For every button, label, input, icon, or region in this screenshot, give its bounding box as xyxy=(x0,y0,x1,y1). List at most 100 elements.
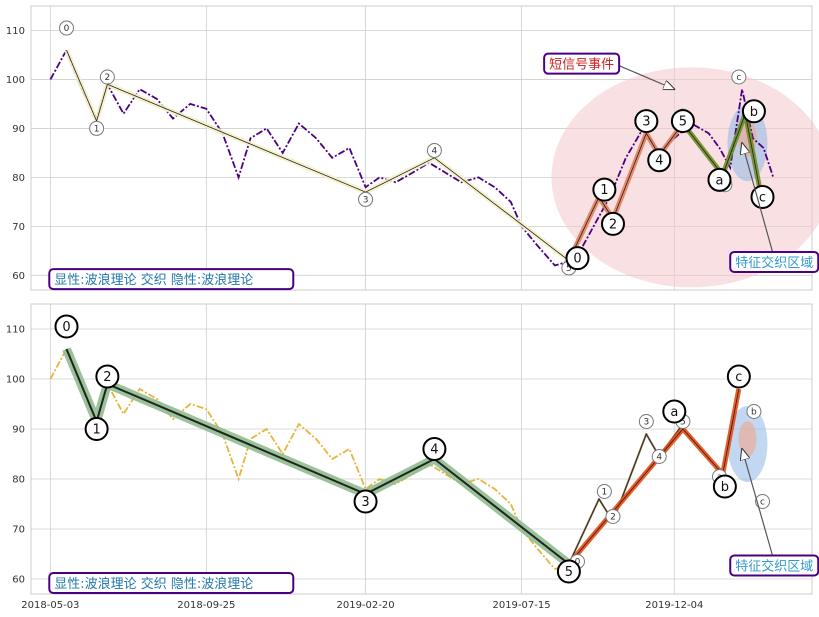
wave-label-small-bg xyxy=(358,191,374,207)
wave-label-small-bg xyxy=(426,142,442,158)
wave-label-small: c xyxy=(736,73,741,83)
wave-label-big-bg xyxy=(707,167,732,192)
wave-label-small: 5 xyxy=(680,418,686,428)
wave-label-big: 2 xyxy=(609,217,617,232)
annotation-text: 特征交织区域 xyxy=(735,559,813,575)
annotation-arrow xyxy=(618,65,674,90)
annotation-text: 短信号事件 xyxy=(549,58,614,73)
x-tick-label: 2019-07-15 xyxy=(492,600,550,611)
y-tick-label: 110 xyxy=(6,325,25,336)
wave-label-big: 0 xyxy=(573,252,581,267)
y-tick-label: 100 xyxy=(6,375,25,386)
wave-label-big-bg xyxy=(84,417,109,441)
y-tick-label: 60 xyxy=(12,271,25,282)
wave-label-big-bg xyxy=(726,364,751,389)
panel-top: 60708090100110012345abc012345abc短信号事件特征交… xyxy=(6,5,819,291)
interleave-core-bottom xyxy=(738,421,757,457)
wave-label-big: 5 xyxy=(565,565,573,580)
wave-label-big: 0 xyxy=(62,320,70,335)
wave-label-big-bg xyxy=(422,437,447,461)
x-tick-label: 2019-12-04 xyxy=(645,600,703,611)
wave-label-big-bg xyxy=(565,246,590,271)
wave-label-big: 2 xyxy=(103,370,111,385)
y-tick-label: 70 xyxy=(12,222,25,233)
annotation-text: 显性:波浪理论 交织 隐性:波浪理论 xyxy=(54,576,253,592)
wave-label-small: 1 xyxy=(602,488,608,498)
wave-label-big: 5 xyxy=(679,115,687,130)
wave-label-small: 0 xyxy=(64,24,70,34)
x-tick-label: 2019-02-20 xyxy=(336,600,394,611)
y-tick-label: 80 xyxy=(12,173,25,184)
wave-label-big-bg xyxy=(600,211,625,236)
wave-label-big-bg xyxy=(750,184,775,209)
wave-label-small: c xyxy=(760,498,765,508)
wave-label-big: c xyxy=(735,370,742,385)
wave-label-big: a xyxy=(716,173,724,188)
y-tick-label: 80 xyxy=(12,475,25,486)
wave-label-big: 1 xyxy=(600,183,608,198)
wave-label-big-bg xyxy=(712,474,737,499)
wave-label-small-bg xyxy=(59,20,74,36)
annotation-arrow xyxy=(742,143,775,259)
wave-label-small-bg xyxy=(605,509,621,524)
wave-label-small: 4 xyxy=(432,146,438,156)
wave-line-primary-top xyxy=(66,49,570,261)
x-tick-label: 2018-05-03 xyxy=(21,600,79,611)
wave-line-correction-top xyxy=(682,112,761,193)
annotation-text: 特征交织区域 xyxy=(735,255,813,271)
wave-label-big-bg xyxy=(353,489,378,514)
wave-label-small-bg xyxy=(596,484,612,499)
wave-line-correction-bottom xyxy=(568,388,740,565)
wave-label-small: 1 xyxy=(94,124,100,134)
y-tick-label: 100 xyxy=(6,75,25,86)
wave-label-big: c xyxy=(759,190,766,205)
wave-label-big: 1 xyxy=(92,423,100,438)
wave-label-big: 3 xyxy=(361,495,369,510)
wave-label-big-bg xyxy=(592,177,617,202)
annotation-box xyxy=(729,250,819,273)
x-tick-label: 2018-09-25 xyxy=(177,600,235,611)
wave-label-small: 2 xyxy=(610,513,616,523)
wave-label-small: b xyxy=(751,408,757,418)
wave-label-big: 3 xyxy=(642,115,650,130)
wave-label-small-bg xyxy=(746,404,762,419)
plot-area-bottom xyxy=(30,303,813,595)
y-tick-label: 110 xyxy=(6,26,25,37)
wave-label-small-bg xyxy=(89,120,105,136)
wave-label-small: 0 xyxy=(575,558,581,568)
y-tick-label: 70 xyxy=(12,525,25,536)
wave-label-small-bg xyxy=(755,494,771,509)
annotation-box xyxy=(48,572,295,594)
wave-label-small-bg xyxy=(731,69,747,85)
wave-label-big-bg xyxy=(95,364,120,389)
wave-label-small-bg xyxy=(651,449,667,464)
annotation-text: 显性:波浪理论 交织 隐性:波浪理论 xyxy=(54,272,253,288)
annotation-arrow xyxy=(742,449,775,562)
wave-label-small: 5 xyxy=(566,264,572,274)
wave-label-small-bg xyxy=(638,414,654,429)
wave-label-big: a xyxy=(670,405,678,420)
annotation-box xyxy=(543,52,621,75)
wave-label-big-bg xyxy=(634,109,659,134)
wave-label-big: 4 xyxy=(430,443,438,458)
wave-label-big-bg xyxy=(54,314,79,339)
wave-label-big-bg xyxy=(670,109,695,134)
wave-label-small: 2 xyxy=(105,73,111,83)
wave-line-primary-bottom xyxy=(65,348,570,565)
wave-label-small-bg xyxy=(99,69,115,85)
wave-label-big-bg xyxy=(647,148,672,173)
wave-label-big-bg xyxy=(662,399,687,424)
y-tick-label: 90 xyxy=(12,124,25,135)
annotation-box xyxy=(48,268,295,291)
wave-label-big-bg xyxy=(741,99,766,124)
wave-label-big: b xyxy=(721,480,729,495)
wave-label-big: 4 xyxy=(655,154,663,169)
y-tick-label: 90 xyxy=(12,425,25,436)
y-tick-label: 60 xyxy=(12,575,25,586)
wave-label-small: 3 xyxy=(363,195,369,205)
wave-label-big: b xyxy=(750,105,758,120)
wave-label-big-bg xyxy=(556,559,581,584)
price-line-bottom xyxy=(49,346,572,571)
